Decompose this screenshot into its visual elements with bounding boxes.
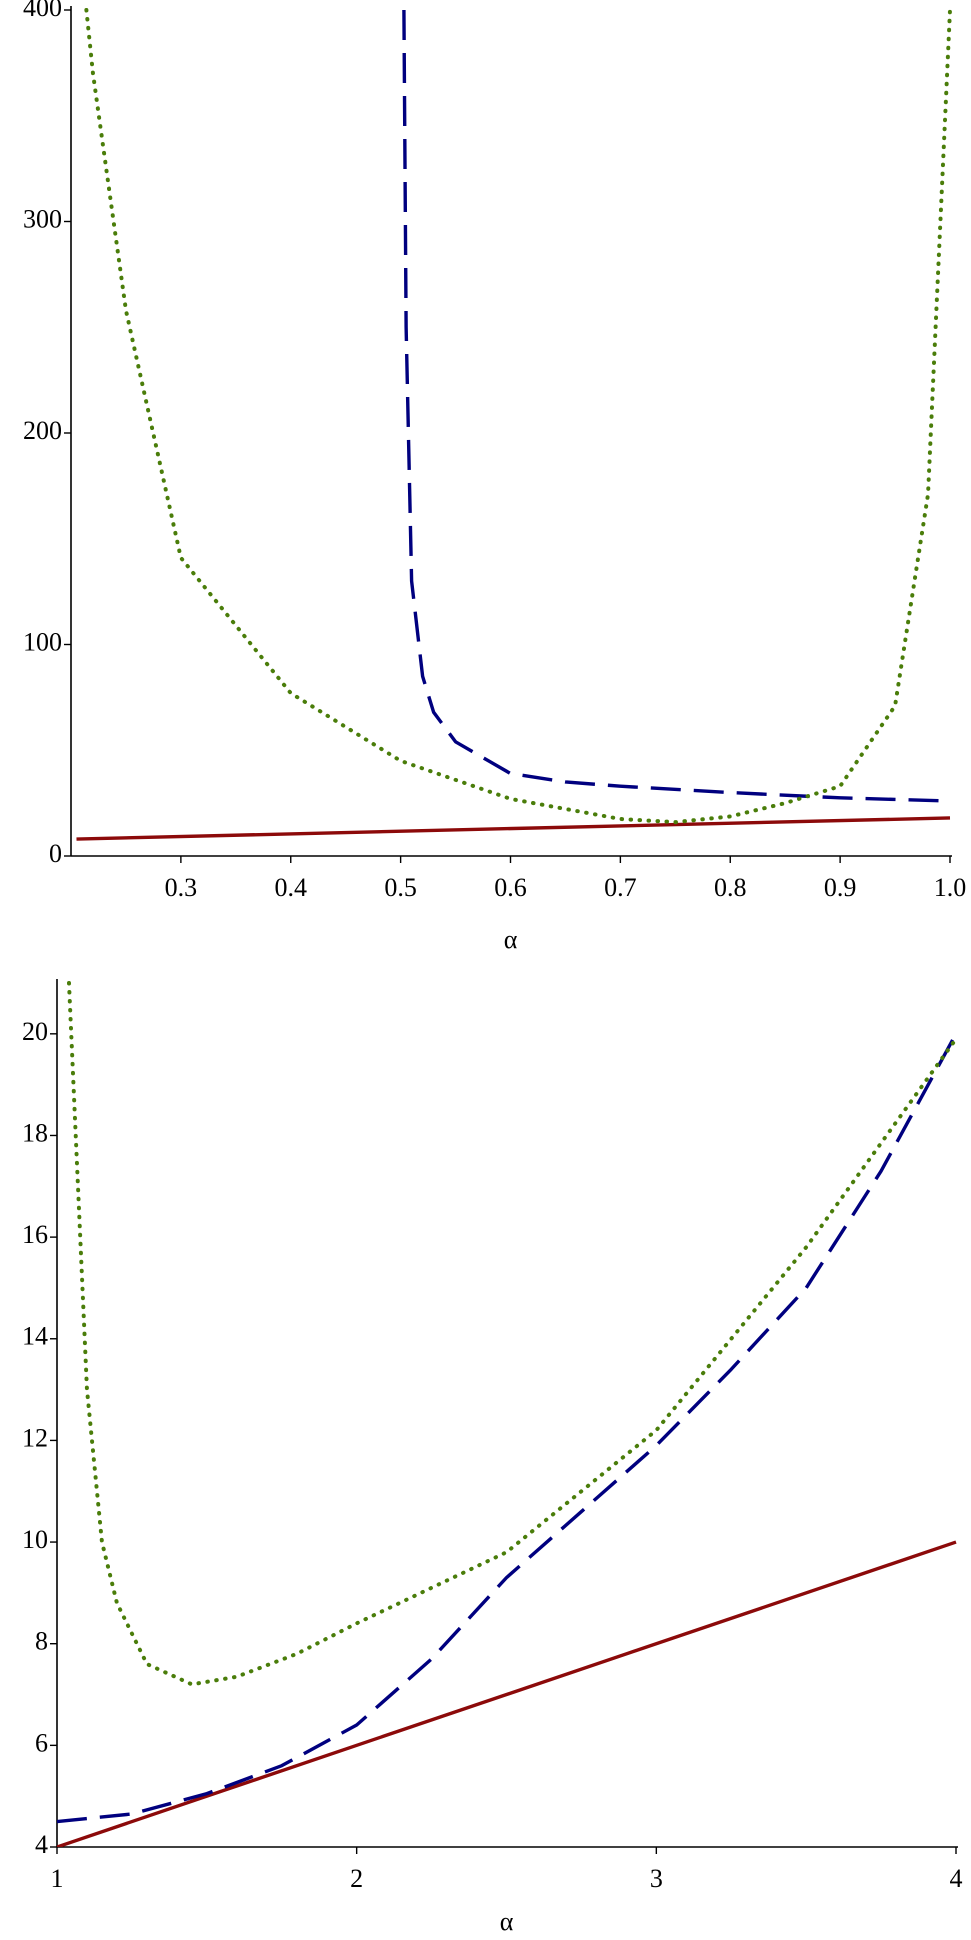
x-tick-label: 0.5 bbox=[384, 873, 417, 902]
y-tick-label: 14 bbox=[22, 1322, 48, 1351]
x-tick-label: 0.4 bbox=[275, 873, 308, 902]
y-tick-label: 300 bbox=[23, 204, 62, 233]
y-tick-label: 6 bbox=[35, 1728, 48, 1757]
series-line bbox=[402, 9, 951, 803]
plot: 0 100 200 300 400 0.3 0.4 0.5 0.6 0.7 0.8 0.9 1.0 α bbox=[23, 0, 966, 954]
x-tick-label: 0.7 bbox=[604, 873, 637, 902]
lines bbox=[57, 981, 958, 1847]
y-tick-label: 100 bbox=[23, 627, 62, 656]
y-tick-label: 4 bbox=[35, 1830, 48, 1859]
x-tick-label: 0.6 bbox=[494, 873, 527, 902]
x-tick-label: 4 bbox=[950, 1864, 963, 1893]
y-tick-label: 16 bbox=[22, 1220, 48, 1249]
y-tick-label: 0 bbox=[49, 839, 62, 868]
series-line bbox=[76, 816, 951, 841]
x-tick-label: 0.8 bbox=[714, 873, 747, 902]
x-tick-label: 1 bbox=[51, 1864, 64, 1893]
series-line bbox=[84, 8, 952, 825]
y-tick-label: 200 bbox=[23, 416, 62, 445]
x-axis-label: α bbox=[504, 925, 518, 954]
x-tick-label: 1.0 bbox=[934, 873, 967, 902]
x-tick-label: 2 bbox=[350, 1864, 363, 1893]
series-line bbox=[57, 1033, 958, 1824]
series-line bbox=[57, 1540, 957, 1847]
y-tick-label: 400 bbox=[23, 0, 62, 22]
x-tick-label: 0.9 bbox=[824, 873, 857, 902]
y-tick-label: 18 bbox=[22, 1118, 48, 1147]
y-tick-label: 20 bbox=[22, 1017, 48, 1046]
x-tick-label: 0.3 bbox=[165, 873, 198, 902]
lines bbox=[76, 8, 952, 841]
x-tick-label: 3 bbox=[650, 1864, 663, 1893]
x-axis-label: α bbox=[500, 1907, 514, 1936]
y-tick-label: 10 bbox=[22, 1525, 48, 1554]
y-tick-label: 8 bbox=[35, 1627, 48, 1656]
series-line bbox=[66, 981, 958, 1687]
y-tick-label: 12 bbox=[22, 1423, 48, 1452]
